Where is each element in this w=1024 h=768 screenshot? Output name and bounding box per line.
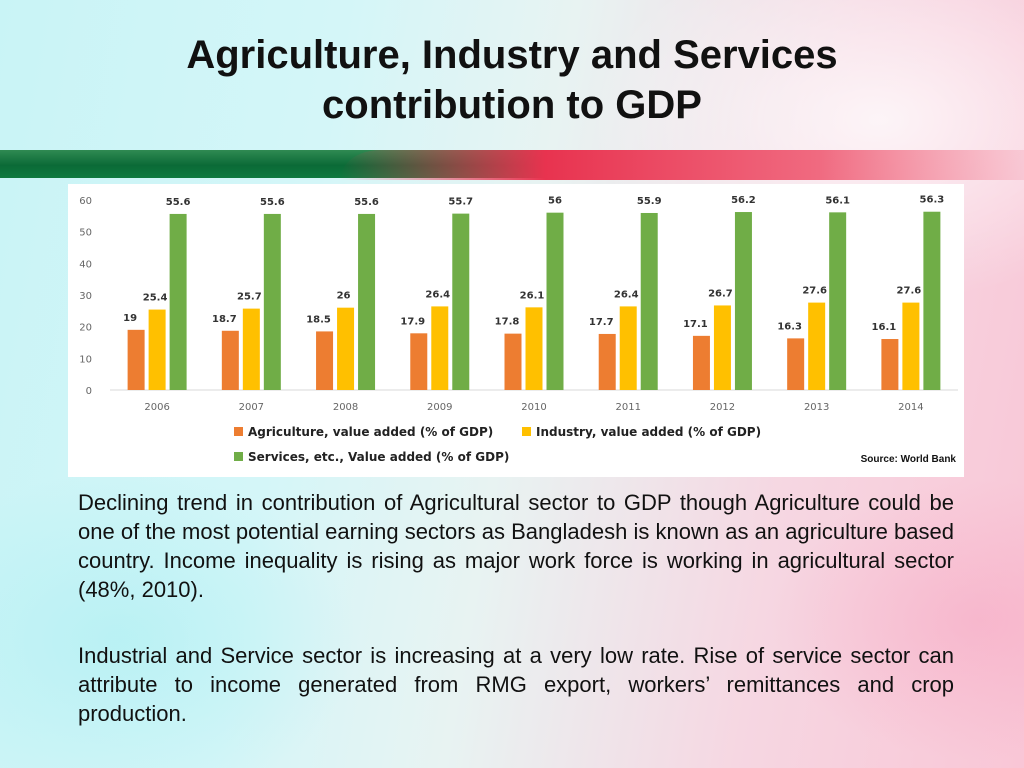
bar-agriculture-2013 xyxy=(787,338,805,390)
bar-services-2007 xyxy=(263,213,281,390)
bar-industry-2010 xyxy=(525,307,543,390)
bar-agriculture-2009 xyxy=(410,333,428,390)
bar-services-2006 xyxy=(169,213,187,390)
bar-industry-2006 xyxy=(148,309,166,390)
data-label-agriculture-2007: 18.7 xyxy=(212,314,237,325)
legend-swatch-industry xyxy=(522,427,531,436)
chart-canvas: 0 10 20 30 40 50 60 2006 2007 2008 2009 2010 2011 201… xyxy=(79,195,958,465)
data-label-industry-2007: 25.7 xyxy=(237,292,262,303)
legend-label-industry: Industry, value added (% of GDP) xyxy=(536,425,761,439)
x-tick-label-2008: 2008 xyxy=(333,402,358,413)
legend-label-agriculture: Agriculture, value added (% of GDP) xyxy=(248,425,493,439)
bar-services-2009 xyxy=(452,213,470,390)
bar-industry-2009 xyxy=(431,306,449,390)
data-label-services-2012: 56.2 xyxy=(731,195,756,206)
bar-industry-2011 xyxy=(619,306,637,390)
bar-agriculture-2014 xyxy=(881,339,899,390)
data-label-industry-2006: 25.4 xyxy=(143,293,168,304)
legend-swatch-agriculture xyxy=(234,427,243,436)
data-label-agriculture-2006: 19 xyxy=(123,313,137,324)
y-tick-label: 50 xyxy=(79,228,92,239)
data-label-agriculture-2010: 17.8 xyxy=(495,317,520,328)
bar-services-2014 xyxy=(923,211,941,390)
bar-services-2010 xyxy=(546,212,564,390)
data-label-agriculture-2008: 18.5 xyxy=(306,314,331,325)
data-label-services-2007: 55.6 xyxy=(260,197,285,208)
legend-label-services: Services, etc., Value added (% of GDP) xyxy=(248,450,509,464)
y-tick-label: 60 xyxy=(79,196,92,207)
bar-agriculture-2011 xyxy=(598,333,616,390)
data-label-services-2013: 56.1 xyxy=(825,195,850,206)
x-tick-label-2014: 2014 xyxy=(898,402,923,413)
bar-agriculture-2007 xyxy=(221,330,239,390)
bar-services-2012 xyxy=(734,212,752,390)
y-tick-label: 10 xyxy=(79,354,92,365)
data-label-agriculture-2009: 17.9 xyxy=(400,316,425,327)
data-label-agriculture-2014: 16.1 xyxy=(872,322,897,333)
bar-services-2011 xyxy=(640,212,658,390)
bar-agriculture-2006 xyxy=(127,329,145,390)
legend-swatch-services xyxy=(234,452,243,461)
data-label-services-2011: 55.9 xyxy=(637,196,662,207)
x-tick-label-2011: 2011 xyxy=(615,402,640,413)
slide-title-line2: contribution to GDP xyxy=(322,83,702,127)
slide-title: Agriculture, Industry and Services contr… xyxy=(60,30,964,130)
chart-legend: Agriculture, value added (% of GDP) Indu… xyxy=(234,425,761,464)
bar-services-2008 xyxy=(358,213,376,390)
data-label-agriculture-2012: 17.1 xyxy=(683,319,708,330)
bar-agriculture-2012 xyxy=(692,335,710,390)
data-label-industry-2013: 27.6 xyxy=(802,286,827,297)
x-tick-label-2007: 2007 xyxy=(239,402,264,413)
data-label-industry-2011: 26.4 xyxy=(614,289,639,300)
y-tick-label: 0 xyxy=(86,386,92,397)
bar-industry-2013 xyxy=(808,302,826,390)
red-banner-stripe xyxy=(340,150,1024,180)
x-tick-label-2006: 2006 xyxy=(144,402,169,413)
data-label-industry-2010: 26.1 xyxy=(520,290,545,301)
x-tick-label-2013: 2013 xyxy=(804,402,829,413)
bar-industry-2007 xyxy=(242,308,260,390)
chart-source: Source: World Bank xyxy=(861,454,957,465)
bar-industry-2008 xyxy=(337,307,355,390)
x-tick-label-2012: 2012 xyxy=(710,402,735,413)
data-label-services-2006: 55.6 xyxy=(166,197,191,208)
y-tick-label: 40 xyxy=(79,259,92,270)
bar-industry-2012 xyxy=(713,305,731,390)
gdp-bar-chart: 0 10 20 30 40 50 60 2006 2007 2008 2009 2010 2011 201… xyxy=(68,184,964,477)
data-label-services-2008: 55.6 xyxy=(354,197,379,208)
data-label-industry-2008: 26 xyxy=(337,291,351,302)
y-tick-label: 20 xyxy=(79,323,92,334)
bar-services-2013 xyxy=(829,212,847,390)
bar-agriculture-2008 xyxy=(316,331,334,390)
data-label-industry-2009: 26.4 xyxy=(425,289,450,300)
data-label-industry-2014: 27.6 xyxy=(897,286,922,297)
data-label-services-2014: 56.3 xyxy=(920,195,945,206)
bar-industry-2014 xyxy=(902,302,920,390)
data-label-agriculture-2013: 16.3 xyxy=(777,321,802,332)
data-label-industry-2012: 26.7 xyxy=(708,288,733,299)
data-label-services-2009: 55.7 xyxy=(448,197,473,208)
data-label-services-2010: 56 xyxy=(548,196,562,207)
paragraph-industry-services: Industrial and Service sector is increas… xyxy=(78,643,954,726)
bar-agriculture-2010 xyxy=(504,333,522,390)
slide-title-line1: Agriculture, Industry and Services xyxy=(186,33,838,77)
y-tick-label: 30 xyxy=(79,291,92,302)
chart-bars: 19 25.4 55.6 18.725.7 55.6 18.5 26 55.6 17.9 26.4… xyxy=(123,195,944,390)
x-tick-label-2009: 2009 xyxy=(427,402,452,413)
paragraph-agriculture-trend: Declining trend in contribution of Agric… xyxy=(78,490,954,602)
x-tick-label-2010: 2010 xyxy=(521,402,546,413)
data-label-agriculture-2011: 17.7 xyxy=(589,317,614,328)
